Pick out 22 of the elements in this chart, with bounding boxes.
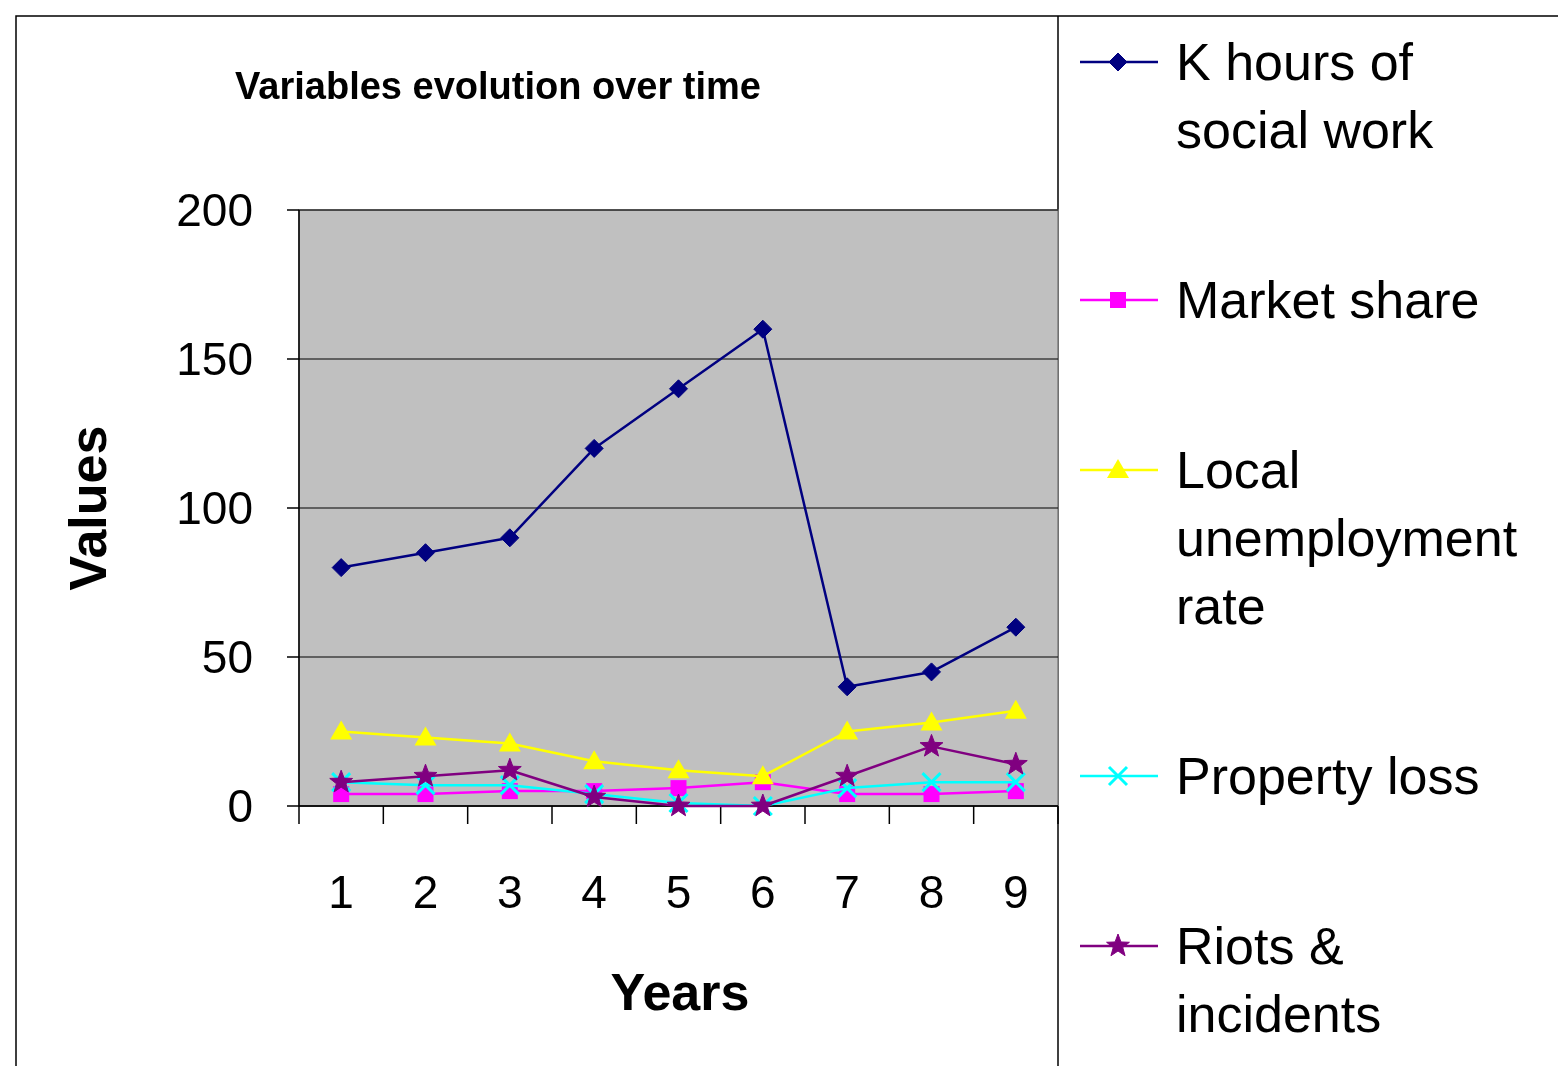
x-axis-title: Years	[610, 963, 750, 1021]
x-tick-label: 4	[581, 866, 607, 918]
x-tick-label: 2	[412, 866, 439, 918]
x-tick-label: 8	[918, 866, 945, 918]
legend-label: K hours of social work	[1176, 33, 1435, 159]
y-axis-title: Values	[59, 425, 117, 591]
y-tick-label: 150	[176, 333, 253, 385]
y-tick-label: 200	[176, 184, 253, 236]
legend-label: Market share	[1176, 271, 1480, 329]
x-tick-label: 7	[834, 866, 860, 918]
x-tick-label: 1	[328, 866, 354, 918]
chart-title: Variables evolution over time	[235, 65, 761, 107]
x-tick-label: 6	[750, 866, 776, 918]
y-tick-label: 100	[176, 482, 253, 534]
legend-label: Riots & incidents	[1176, 917, 1382, 1043]
legend-label: Property loss	[1176, 747, 1480, 805]
y-tick-label: 50	[201, 631, 253, 683]
x-tick-label: 3	[497, 866, 523, 918]
x-tick-label: 5	[665, 866, 692, 918]
x-tick-label: 9	[1003, 866, 1029, 918]
legend-label: Local unemployment rate	[1176, 441, 1518, 635]
y-tick-label: 0	[227, 780, 253, 832]
